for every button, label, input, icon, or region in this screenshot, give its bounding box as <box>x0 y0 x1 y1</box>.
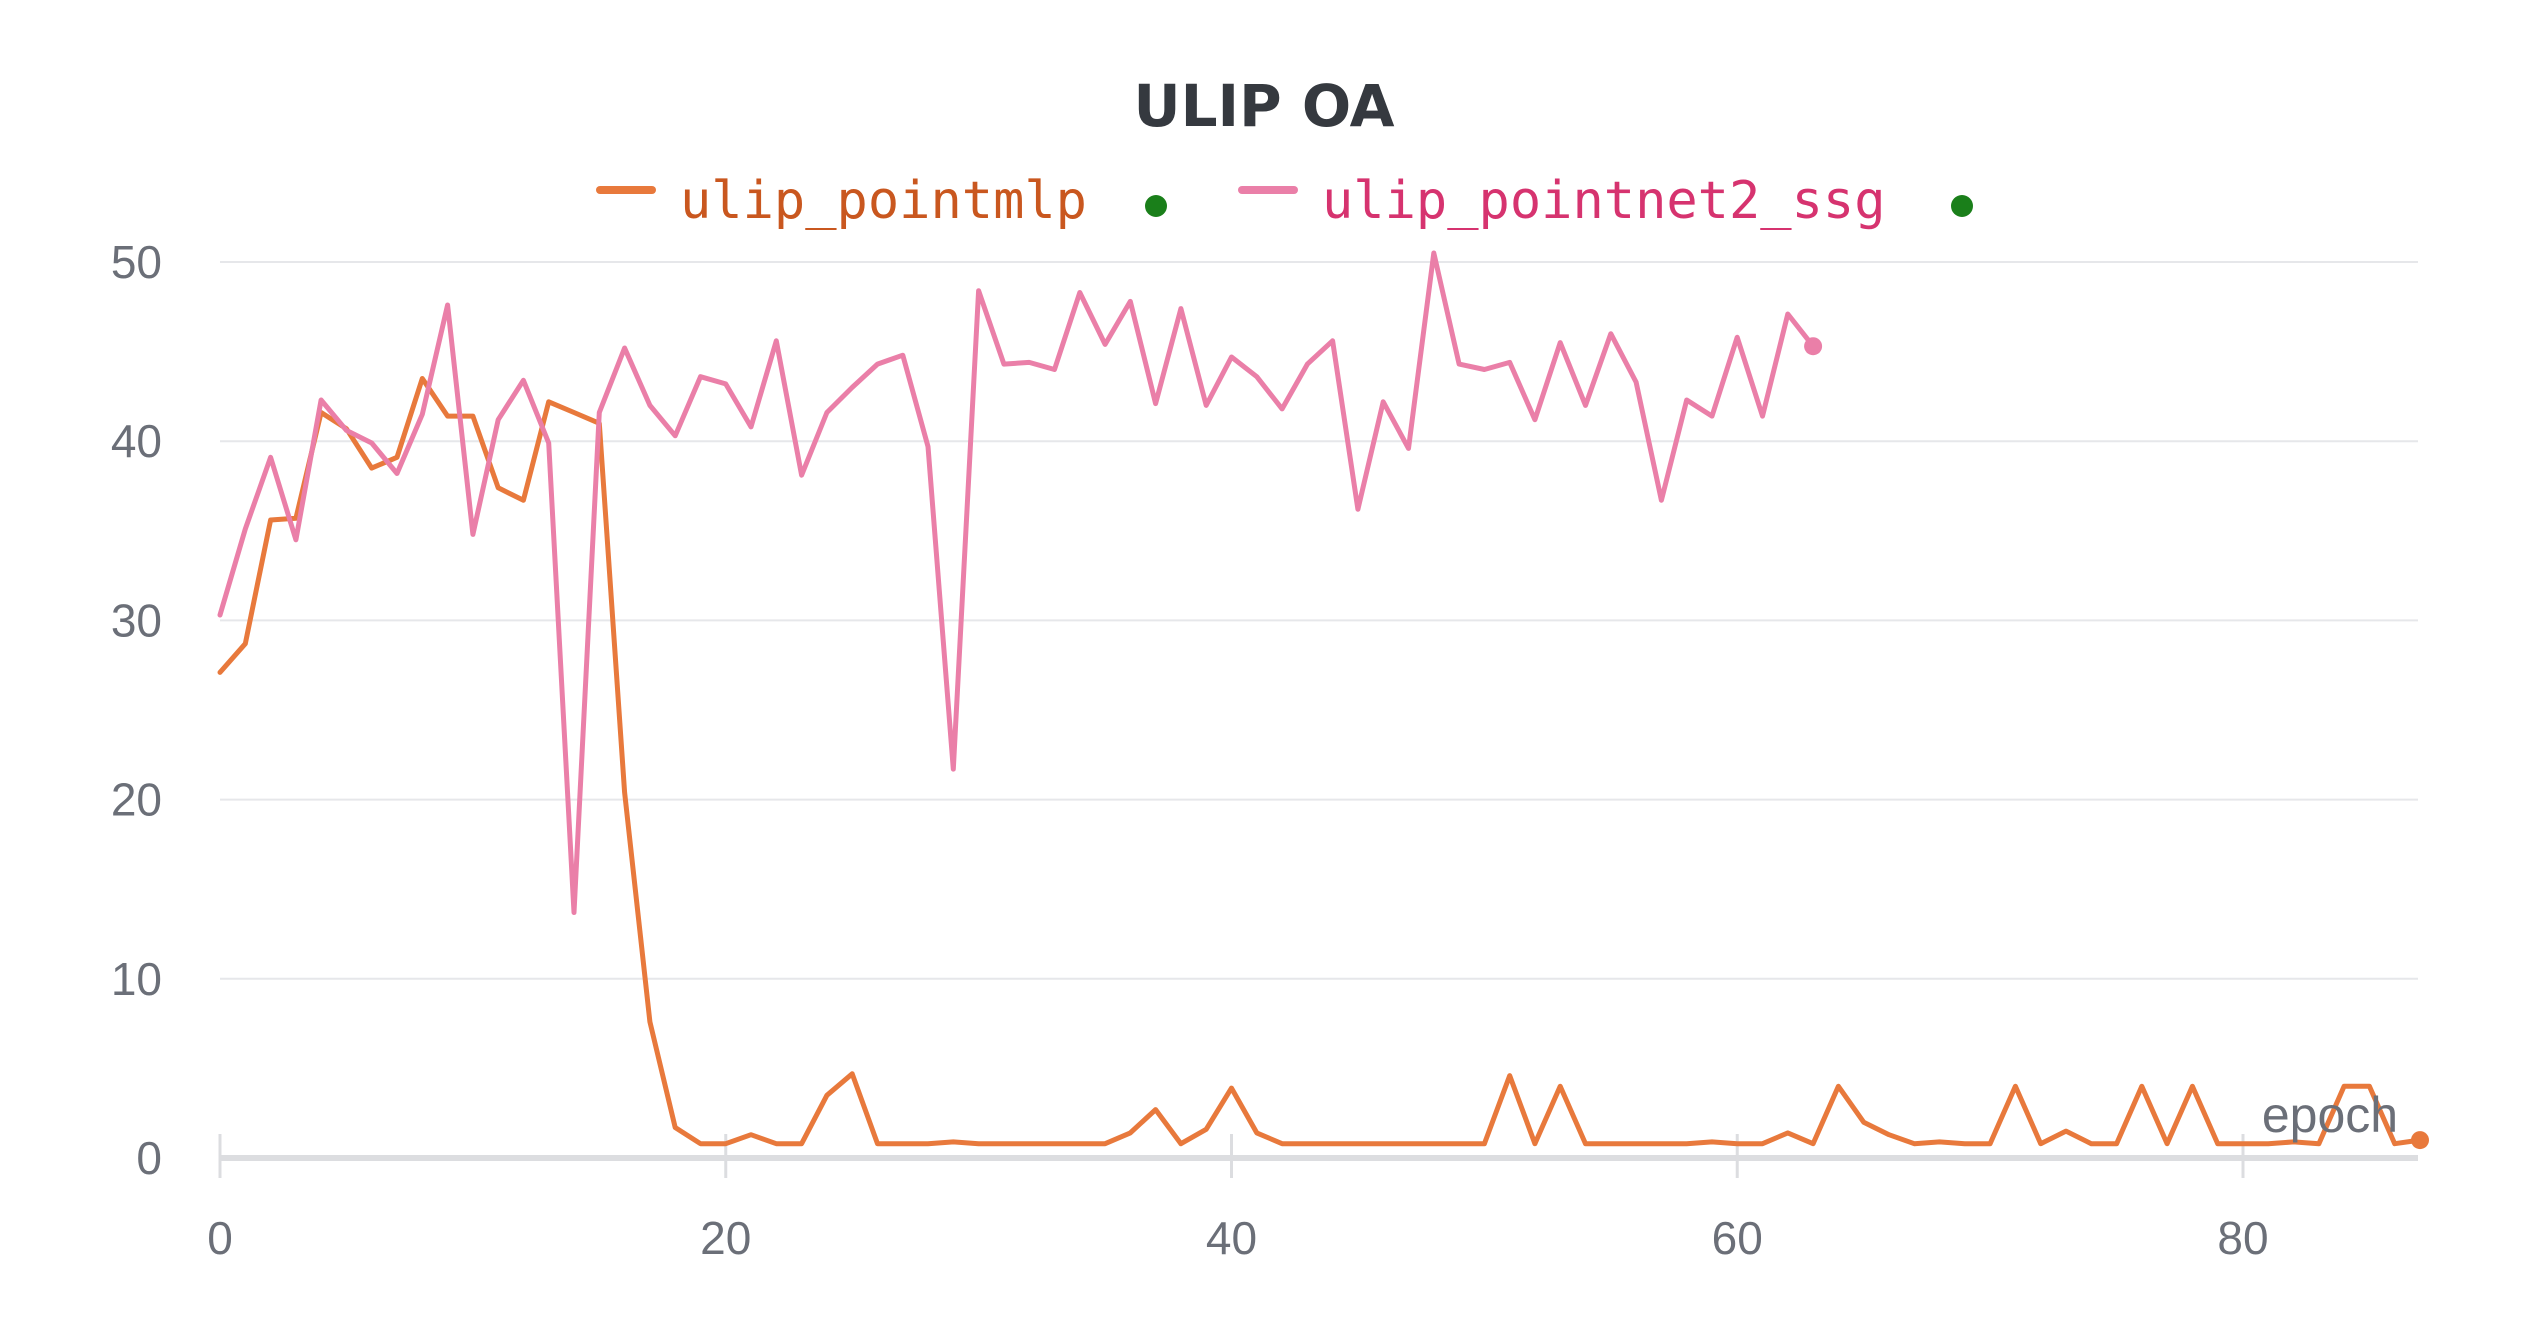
series-layer <box>217 250 2429 1150</box>
y-tick-label: 40 <box>111 415 162 467</box>
y-tick-label: 0 <box>136 1132 162 1184</box>
x-axis: 0 20 40 60 80 <box>207 1134 2418 1264</box>
x-tick-label: 80 <box>2217 1212 2268 1264</box>
chart-title: ULIP OA <box>1134 72 1395 140</box>
grid <box>220 261 2418 980</box>
y-tick-label: 30 <box>111 594 162 646</box>
x-axis-label: epoch <box>2262 1087 2398 1143</box>
x-tick-label: 60 <box>1712 1212 1763 1264</box>
x-tick-label: 0 <box>207 1212 233 1264</box>
legend-label: ulip_pointnet2_ssg <box>1322 171 1886 231</box>
series-end-marker-ulip_pointnet2_ssg <box>1804 337 1823 356</box>
y-tick-label: 10 <box>111 953 162 1005</box>
series-end-marker-ulip_pointmlp <box>2411 1131 2429 1150</box>
legend-status-dot <box>1951 195 1973 217</box>
x-tick-label: 40 <box>1206 1212 1257 1264</box>
legend-item-ulip_pointmlp: ulip_pointmlp <box>596 171 1167 231</box>
x-tick-label: 20 <box>700 1212 751 1264</box>
legend-label: ulip_pointmlp <box>680 171 1087 231</box>
y-tick-label: 50 <box>111 236 162 288</box>
y-axis: 0 10 20 30 40 50 <box>111 236 162 1184</box>
series-line-ulip_pointnet2_ssg <box>217 250 1816 915</box>
y-tick-label: 20 <box>111 774 162 826</box>
legend-item-ulip_pointnet2_ssg: ulip_pointnet2_ssg <box>1238 171 1973 231</box>
legend-status-dot <box>1145 195 1167 217</box>
series-line-ulip_pointmlp <box>217 376 2423 1147</box>
legend: ulip_pointmlp ulip_pointnet2_ssg <box>596 171 1973 231</box>
